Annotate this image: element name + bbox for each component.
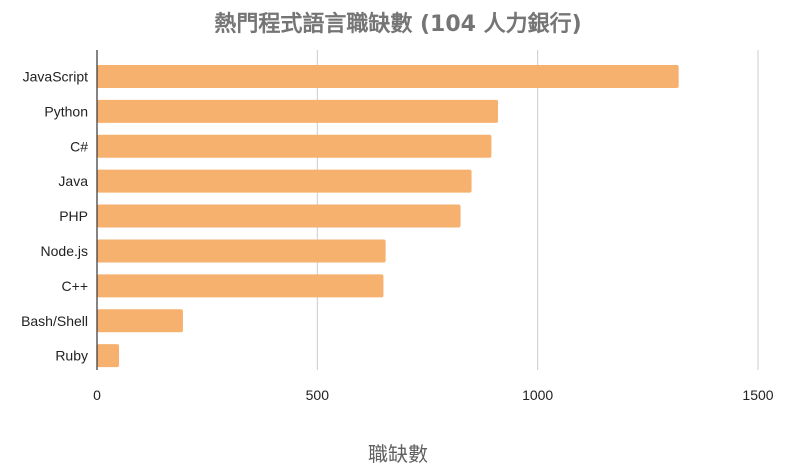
bar-java [97,169,472,193]
x-axis-title: 職缺數 [368,442,428,466]
chart-title: 熱門程式語言職缺數 (104 人力銀行) [214,12,582,37]
bar-bash-shell [97,309,183,333]
x-tick-labels: 0 500 1000 1500 [93,387,774,403]
x-tick-1000: 1000 [522,387,553,403]
bar-python [97,99,499,123]
bar-c- [97,134,492,158]
category-label-ruby: Ruby [55,348,88,364]
category-label-node-js: Node.js [41,243,88,259]
x-tick-1500: 1500 [742,387,773,403]
bar-php [97,204,461,228]
bars [97,64,679,368]
category-label-c-: C++ [62,278,88,294]
bar-ruby [97,344,120,368]
category-label-php: PHP [59,208,88,224]
x-tick-0: 0 [93,387,101,403]
bar-javascript [97,64,679,88]
bar-c- [97,274,384,298]
category-label-c-: C# [70,138,88,154]
category-label-java: Java [58,173,88,189]
x-tick-500: 500 [306,387,330,403]
category-labels: JavaScript Python C# Java PHP Node.js C++ Bash/… [21,68,88,363]
bar-node-js [97,239,386,263]
category-label-python: Python [44,103,88,119]
category-label-bash-shell: Bash/Shell [21,313,88,329]
category-label-javascript: JavaScript [23,68,88,84]
